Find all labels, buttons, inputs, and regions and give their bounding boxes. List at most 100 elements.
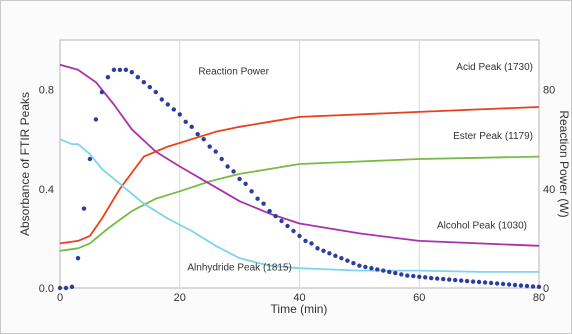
x-tick-label: 40 xyxy=(293,292,305,304)
reaction-power-point xyxy=(195,132,200,137)
reaction-power-point xyxy=(165,102,170,107)
reaction-power-point xyxy=(536,284,542,289)
reaction-power-point xyxy=(177,112,182,117)
reaction-power-point xyxy=(339,256,344,261)
series-line-alcohol-peak-1030 xyxy=(59,63,540,247)
reaction-power-point xyxy=(123,67,129,73)
reaction-power-point xyxy=(297,233,302,239)
reaction-power-point xyxy=(399,272,404,277)
reaction-power-point xyxy=(111,67,117,73)
reaction-power-point xyxy=(429,275,434,281)
reaction-power-point xyxy=(69,284,75,289)
reaction-power-point xyxy=(249,189,254,194)
reaction-power-point xyxy=(411,273,416,279)
reaction-power-point xyxy=(423,275,428,280)
reaction-power-point xyxy=(387,269,392,275)
reaction-power-point xyxy=(500,281,506,287)
reaction-power-point xyxy=(363,264,368,270)
reaction-power-point xyxy=(159,97,164,102)
reaction-power-point xyxy=(81,206,87,211)
annotation-reaction-power: Reaction Power xyxy=(198,67,269,78)
reaction-power-point xyxy=(488,280,494,286)
annotation-alnhydride-peak-1815: Alnhydride Peak (1815) xyxy=(187,263,292,274)
reaction-power-point xyxy=(303,238,308,244)
reaction-power-point xyxy=(333,253,338,258)
reaction-power-point xyxy=(63,285,69,291)
reaction-power-point xyxy=(381,268,386,273)
reaction-power-point xyxy=(219,156,224,162)
y-right-tick-label: 80 xyxy=(543,85,555,97)
reaction-power-point xyxy=(512,282,518,288)
reaction-power-point xyxy=(506,282,512,287)
reaction-power-point xyxy=(201,137,206,142)
reaction-power-point xyxy=(530,284,536,289)
reaction-power-point xyxy=(225,164,230,169)
reaction-power-point xyxy=(447,277,452,282)
reaction-power-point xyxy=(273,213,278,219)
reaction-power-point xyxy=(470,279,476,284)
x-tick-label: 0 xyxy=(57,292,63,304)
reaction-power-point xyxy=(231,169,236,174)
annotation-acid-peak-1730: Acid Peak (1730) xyxy=(456,62,533,73)
reaction-power-point xyxy=(357,263,362,268)
reaction-power-point xyxy=(453,277,458,283)
reaction-power-point xyxy=(171,107,176,112)
reaction-power-point xyxy=(261,201,266,206)
reaction-power-point xyxy=(141,80,146,85)
reaction-power-point xyxy=(291,228,296,234)
reaction-power-point xyxy=(315,246,320,251)
reaction-power-point xyxy=(255,196,260,201)
reaction-power-point xyxy=(405,273,410,278)
series-line-ester-peak-1179 xyxy=(59,155,540,252)
x-tick-label: 20 xyxy=(174,292,186,304)
reaction-power-point xyxy=(117,67,123,73)
reaction-power-point xyxy=(189,124,194,129)
series-line-acid-peak-1730 xyxy=(59,106,540,245)
reaction-power-point xyxy=(321,248,326,253)
reaction-power-point xyxy=(482,280,488,285)
reaction-power-point xyxy=(351,261,356,266)
reaction-power-point xyxy=(237,176,242,182)
y-left-tick-label: 0.0 xyxy=(39,283,54,295)
reaction-power-point xyxy=(494,281,500,286)
y-axis-right-label: Reaction Power (W) xyxy=(557,110,571,217)
reaction-power-point xyxy=(147,84,152,90)
series-line-alnhydride-peak-1815 xyxy=(59,138,539,273)
y-left-tick-label: 0.8 xyxy=(39,85,54,97)
reaction-power-point xyxy=(93,117,99,122)
reaction-power-point xyxy=(524,283,530,289)
y-axis-left-label: Absorbance of FTIR Peaks xyxy=(18,92,32,236)
y-right-tick-label: 40 xyxy=(543,184,555,196)
annotation-alcohol-peak-1030: Alcohol Peak (1030) xyxy=(437,220,527,231)
reaction-power-point xyxy=(183,119,188,125)
reaction-power-point xyxy=(207,144,212,149)
reaction-power-point xyxy=(435,276,440,281)
reaction-power-point xyxy=(87,156,93,162)
reaction-power-point xyxy=(459,278,464,283)
series-reaction-power xyxy=(57,67,542,291)
reaction-power-point xyxy=(393,270,398,276)
y-left-tick-label: 0.4 xyxy=(39,184,54,196)
annotation-ester-peak-1179: Ester Peak (1179) xyxy=(453,131,533,142)
reaction-power-point xyxy=(75,256,81,261)
reaction-power-point xyxy=(369,266,374,271)
reaction-power-point xyxy=(153,89,158,95)
x-tick-label: 80 xyxy=(533,292,545,304)
reaction-power-point xyxy=(135,75,140,80)
reaction-power-point xyxy=(243,181,248,186)
reaction-power-point xyxy=(267,208,272,214)
reaction-power-point xyxy=(105,75,111,80)
reaction-power-point xyxy=(285,223,290,229)
reaction-power-point xyxy=(345,258,350,263)
reaction-power-point xyxy=(476,279,482,285)
reaction-power-point xyxy=(309,241,314,246)
reaction-power-point xyxy=(213,149,218,154)
reaction-power-point xyxy=(375,267,380,272)
reaction-power-point xyxy=(129,70,134,75)
reaction-power-point xyxy=(464,278,470,284)
reaction-power-point xyxy=(279,218,284,224)
reaction-power-point xyxy=(327,251,332,256)
reaction-power-point xyxy=(441,276,446,282)
reaction-power-point xyxy=(417,274,422,279)
